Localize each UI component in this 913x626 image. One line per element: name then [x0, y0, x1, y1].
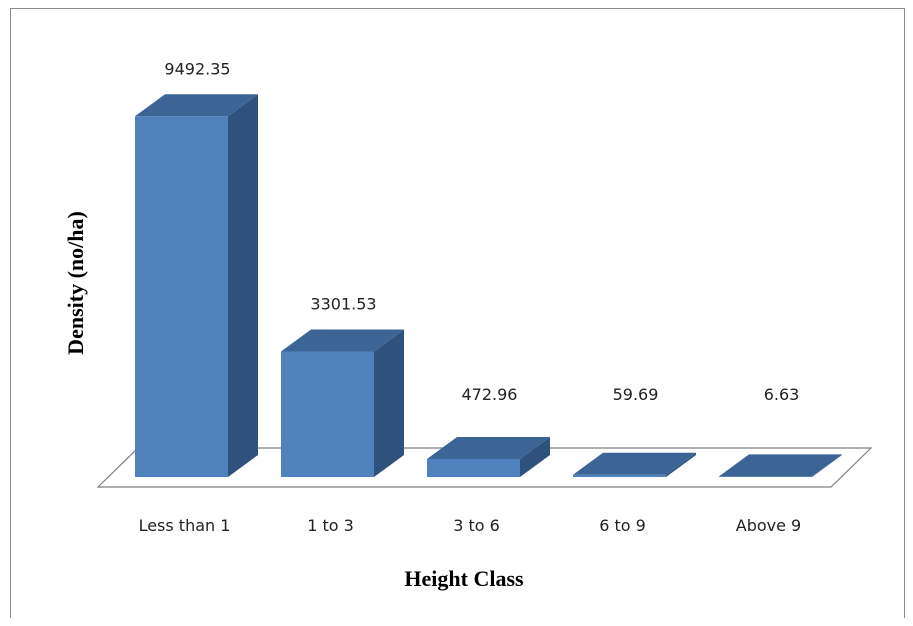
data-label: 3301.53 — [310, 295, 376, 314]
x-tick-label: Above 9 — [736, 516, 801, 535]
bar-top-face — [135, 94, 258, 117]
bars-group — [135, 94, 842, 477]
bar-side-face — [812, 454, 842, 477]
data-labels-group: 9492.35 3301.53 472.96 59.69 6.63 — [164, 59, 799, 404]
x-tick-label: 6 to 9 — [599, 516, 646, 535]
bar-front-face — [135, 116, 228, 477]
bar-top-face — [281, 329, 404, 352]
bar — [281, 329, 404, 477]
bar-side-face — [374, 329, 404, 477]
bar-top-face — [427, 437, 550, 460]
bar — [427, 437, 550, 477]
x-tick-label: Less than 1 — [139, 516, 231, 535]
data-label: 59.69 — [613, 385, 659, 404]
x-tick-label: 3 to 6 — [453, 516, 500, 535]
chart-frame — [10, 8, 905, 618]
bar-front-face — [427, 459, 520, 477]
bar-top-face — [573, 452, 696, 475]
bar-side-face — [666, 452, 696, 477]
bar-side-face — [228, 94, 258, 477]
data-label: 6.63 — [764, 385, 800, 404]
bar — [135, 94, 258, 477]
bar-top-face — [719, 454, 842, 477]
bar-front-face — [573, 474, 666, 477]
bar — [719, 454, 842, 477]
bar-front-face — [281, 351, 374, 477]
x-axis-title: Height Class — [404, 566, 524, 591]
y-axis-title: Density (no/ha) — [63, 211, 88, 355]
bar-front-face — [719, 476, 812, 477]
x-tick-labels-group: Less than 1 1 to 3 3 to 6 6 to 9 Above 9 — [139, 516, 802, 535]
data-label: 9492.35 — [164, 59, 230, 78]
x-tick-label: 1 to 3 — [307, 516, 354, 535]
bar-side-face — [520, 437, 550, 477]
data-label: 472.96 — [462, 385, 518, 404]
bar — [573, 452, 696, 477]
